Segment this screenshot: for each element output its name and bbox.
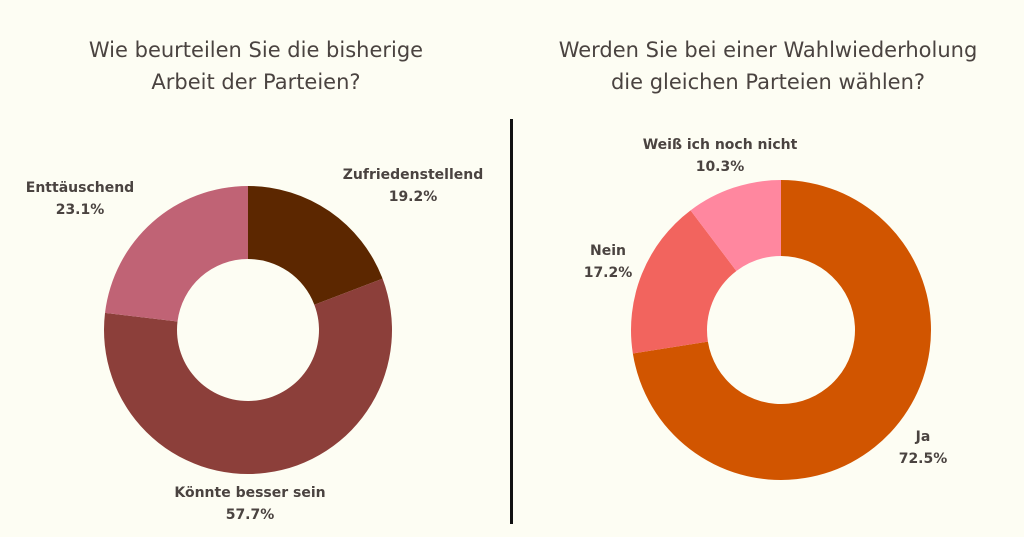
label-nein-name: Nein bbox=[590, 243, 626, 259]
chart-right-title-line1: Werden Sie bei einer Wahlwiederholung bbox=[558, 38, 978, 62]
label-koennte-besser-sein-name: Könnte besser sein bbox=[174, 485, 326, 501]
donut-right-slice-2 bbox=[690, 180, 781, 271]
chart-right-title-line2: die gleichen Parteien wählen? bbox=[610, 70, 926, 94]
label-koennte-besser-sein: Könnte besser sein 57.7% bbox=[160, 482, 340, 526]
donut-left-slice-2 bbox=[105, 186, 248, 322]
label-nein-value: 17.2% bbox=[583, 265, 633, 281]
donut-left-slice-1 bbox=[103, 278, 393, 475]
label-weiss-ich-noch-nicht-name: Weiß ich noch nicht bbox=[642, 137, 798, 153]
label-zufriedenstellend: Zufriedenstellend 19.2% bbox=[318, 164, 508, 208]
label-enttaeuschend: Enttäuschend 23.1% bbox=[10, 177, 150, 221]
label-koennte-besser-sein-value: 57.7% bbox=[225, 507, 275, 523]
label-enttaeuschend-name: Enttäuschend bbox=[25, 180, 135, 196]
label-ja-value: 72.5% bbox=[898, 451, 948, 467]
label-zufriedenstellend-value: 19.2% bbox=[388, 189, 438, 205]
label-nein: Nein 17.2% bbox=[563, 240, 653, 284]
label-weiss-ich-noch-nicht: Weiß ich noch nicht 10.3% bbox=[620, 134, 820, 178]
label-ja-name: Ja bbox=[915, 429, 931, 445]
label-ja: Ja 72.5% bbox=[878, 426, 968, 470]
donut-right-slice-0 bbox=[632, 180, 932, 481]
donut-right-slice-1 bbox=[631, 210, 737, 354]
chart-divider bbox=[510, 119, 513, 524]
label-zufriedenstellend-name: Zufriedenstellend bbox=[342, 167, 484, 183]
donut-right bbox=[631, 180, 932, 481]
chart-left-title-line1: Wie beurteilen Sie die bisherige bbox=[88, 38, 424, 62]
label-enttaeuschend-value: 23.1% bbox=[55, 202, 105, 218]
donut-left-slice-0 bbox=[248, 186, 383, 305]
label-weiss-ich-noch-nicht-value: 10.3% bbox=[695, 159, 745, 175]
chart-right-title: Werden Sie bei einer Wahlwiederholung di… bbox=[512, 34, 1024, 98]
chart-left-title-line2: Arbeit der Parteien? bbox=[151, 70, 361, 94]
donut-left bbox=[103, 186, 393, 475]
chart-left-title: Wie beurteilen Sie die bisherige Arbeit … bbox=[0, 34, 512, 98]
